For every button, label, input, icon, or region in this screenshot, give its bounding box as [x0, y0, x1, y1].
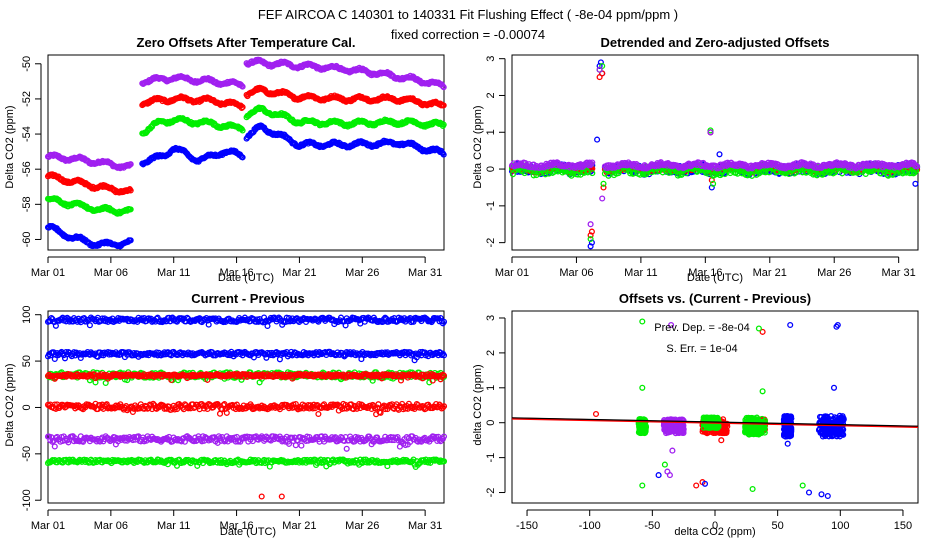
y-tick-label: 0: [21, 404, 33, 410]
data-point: [239, 154, 246, 161]
x-axis-label: Date (UTC): [218, 272, 274, 284]
y-tick-label: -2: [485, 238, 497, 248]
y-tick-label: -60: [21, 232, 33, 248]
series-purple: [44, 56, 447, 172]
y-tick-label: -52: [21, 91, 33, 107]
y-axis-label: Delta CO2 (ppm): [4, 363, 16, 446]
data-point: [127, 187, 134, 194]
series-green: [44, 104, 447, 217]
y-tick-label: 2: [485, 92, 497, 98]
data-point: [599, 195, 606, 202]
y-tick-label: -58: [21, 196, 33, 212]
y-tick-label: -54: [21, 126, 33, 142]
data-point: [238, 104, 245, 112]
y-tick-label: -56: [21, 161, 33, 177]
y-axis-label: Delta CO2 (ppm): [4, 105, 16, 188]
plot-frame: [47, 54, 445, 251]
data-point: [440, 102, 447, 109]
x-tick-label: Mar 21: [753, 267, 787, 279]
plot-frame: [511, 54, 919, 251]
data-point: [239, 83, 246, 90]
data-point: [912, 180, 919, 187]
series-blue: [508, 59, 921, 250]
series-red: [44, 84, 447, 196]
y-tick-label: 0: [485, 166, 497, 172]
data-point: [587, 221, 594, 228]
data-point: [716, 151, 723, 158]
data-point: [440, 84, 447, 91]
series-blue: [44, 314, 448, 364]
data-point: [440, 121, 447, 128]
x-tick-label: Mar 31: [408, 520, 442, 532]
data-point: [588, 239, 595, 246]
y-tick-label: -50: [21, 56, 33, 72]
x-tick-label: Mar 11: [624, 267, 657, 279]
data-point: [440, 151, 447, 158]
data-point: [596, 62, 603, 70]
x-tick-label: Mar 11: [157, 520, 190, 532]
panel-title: Zero Offsets After Temperature Cal.: [137, 35, 356, 50]
y-tick-label: 50: [21, 355, 33, 367]
series-blue: [44, 122, 447, 250]
x-tick-label: Mar 06: [94, 267, 128, 279]
x-tick-label: Mar 31: [408, 267, 442, 279]
x-tick-label: Mar 21: [282, 267, 316, 279]
y-tick-label: 100: [21, 306, 33, 324]
y-tick-label: 1: [485, 129, 497, 135]
data-point: [239, 104, 246, 111]
series-red: [508, 70, 921, 239]
data-point: [708, 184, 715, 191]
x-tick-label: Mar 06: [559, 267, 593, 279]
series-purple: [508, 66, 921, 228]
data-point: [264, 322, 271, 330]
x-tick-label: Mar 26: [345, 520, 379, 532]
x-tick-label: Mar 26: [345, 267, 379, 279]
x-tick-label: Mar 06: [94, 520, 128, 532]
figure-suptitle: FEF AIRCOA C 140301 to 140331 Fit Flushi…: [258, 7, 678, 22]
x-tick-label: Mar 01: [495, 267, 529, 279]
x-tick-label: Mar 26: [817, 267, 851, 279]
y-tick-label: -50: [21, 446, 33, 462]
data-point: [587, 243, 594, 250]
panel-zero-offsets: Zero Offsets After Temperature Cal. Date…: [4, 35, 447, 284]
x-tick-label: Mar 31: [882, 267, 916, 279]
x-tick-label: Mar 01: [31, 520, 65, 532]
panel-current-previous: Current - Previous Date (UTC) Delta CO2 …: [4, 291, 448, 538]
figure-subtitle: fixed correction = -0.00074: [391, 27, 545, 42]
series-green: [508, 62, 921, 243]
y-tick-label: -100: [21, 489, 33, 511]
data-point: [127, 161, 134, 168]
x-tick-label: Mar 01: [31, 267, 65, 279]
panel-title: Detrended and Zero-adjusted Offsets: [601, 35, 830, 50]
x-tick-label: Mar 16: [219, 267, 253, 279]
series-green: [44, 369, 448, 471]
x-tick-label: Mar 16: [688, 267, 722, 279]
data-point: [86, 322, 93, 329]
data-point: [127, 237, 134, 244]
y-tick-label: 3: [485, 56, 497, 62]
panel-title: Current - Previous: [191, 291, 304, 306]
y-tick-label: -1: [485, 201, 497, 211]
y-axis-label: Delta CO2 (ppm): [472, 105, 484, 188]
x-tick-label: Mar 11: [157, 267, 190, 279]
x-tick-label: Mar 21: [282, 520, 316, 532]
data-point: [597, 59, 604, 66]
panel-detrended: Detrended and Zero-adjusted Offsets Date…: [472, 35, 921, 284]
x-tick-label: Mar 16: [219, 520, 253, 532]
data-point: [127, 206, 134, 213]
data-point: [239, 127, 246, 134]
data-point: [594, 136, 601, 143]
x-axis-label: Date (UTC): [687, 272, 743, 284]
